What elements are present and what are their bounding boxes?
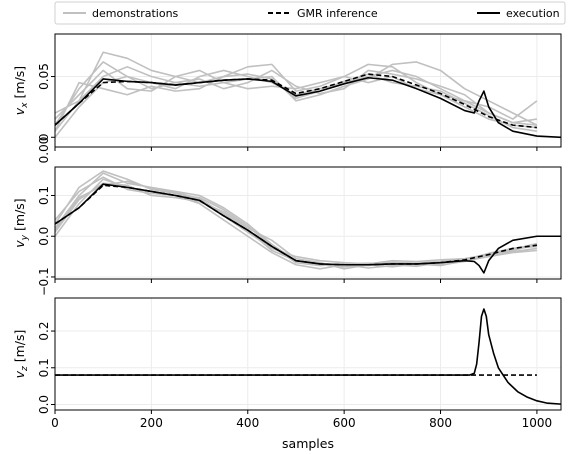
- panel-vy: 0.10.00.1−vy [m/s]: [12, 166, 562, 296]
- x-axis-label: samples: [282, 436, 334, 451]
- execution-line: [55, 76, 561, 139]
- execution-line: [55, 183, 561, 274]
- y-tick-label-extra: −: [37, 286, 51, 296]
- y-axis-label: vz [m/s]: [12, 330, 30, 379]
- legend: demonstrations GMR inference execution: [54, 1, 566, 25]
- panel-vz: 0.0 0.1 0.2 vz [m/s] 0 200 400 600 800 1000: [12, 297, 562, 430]
- demonstration-line-1: [55, 51, 537, 132]
- demonstration-line-2: [55, 178, 537, 270]
- plot-area: [55, 170, 561, 274]
- plot-area: [55, 51, 561, 139]
- x-tick-label: 400: [236, 416, 259, 430]
- x-tick-label: 200: [140, 416, 163, 430]
- y-axis-label: vx [m/s]: [12, 66, 30, 115]
- y-tick-label-extra: 0.00: [37, 137, 51, 164]
- y-tick-label: 0.05: [37, 63, 51, 90]
- plot-area: [55, 308, 561, 405]
- legend-gmr-label: GMR inference: [297, 7, 378, 20]
- demonstration-line-3: [55, 170, 538, 265]
- y-tick-label: 0.2: [37, 322, 51, 341]
- legend-frame: [54, 1, 566, 25]
- demonstration-line-3: [55, 61, 538, 138]
- x-tick-label: 800: [429, 416, 452, 430]
- y-tick-label: 0.1: [37, 186, 51, 205]
- x-tick-label: 0: [51, 416, 59, 430]
- x-tick-label: 1000: [522, 416, 553, 430]
- y-tick-label: 0.1: [37, 267, 51, 286]
- demonstration-line-6: [55, 180, 538, 267]
- axes-frame: [54, 166, 562, 280]
- demonstration-line-5: [55, 73, 538, 132]
- demonstration-line-2: [55, 61, 537, 126]
- axes-frame: [54, 297, 562, 411]
- gmr-line: [55, 184, 538, 266]
- legend-demonstrations-label: demonstrations: [92, 7, 179, 20]
- panel-vx: 0 0.05 0.00 vx [m/s]: [12, 33, 562, 164]
- x-tick-label: 600: [333, 416, 356, 430]
- y-tick-label: 0.0: [37, 395, 51, 414]
- gmr-line: [55, 73, 537, 129]
- demonstration-line-6: [55, 66, 538, 124]
- axes-frame: [54, 33, 562, 148]
- legend-execution-label: execution: [506, 7, 560, 20]
- y-axis-label: vy [m/s]: [12, 198, 30, 247]
- y-tick-label: 0.1: [37, 358, 51, 377]
- y-tick-label: 0.0: [37, 227, 51, 246]
- demonstration-line-5: [55, 176, 538, 268]
- y-tick-label: 0: [37, 133, 51, 141]
- execution-line: [55, 308, 561, 405]
